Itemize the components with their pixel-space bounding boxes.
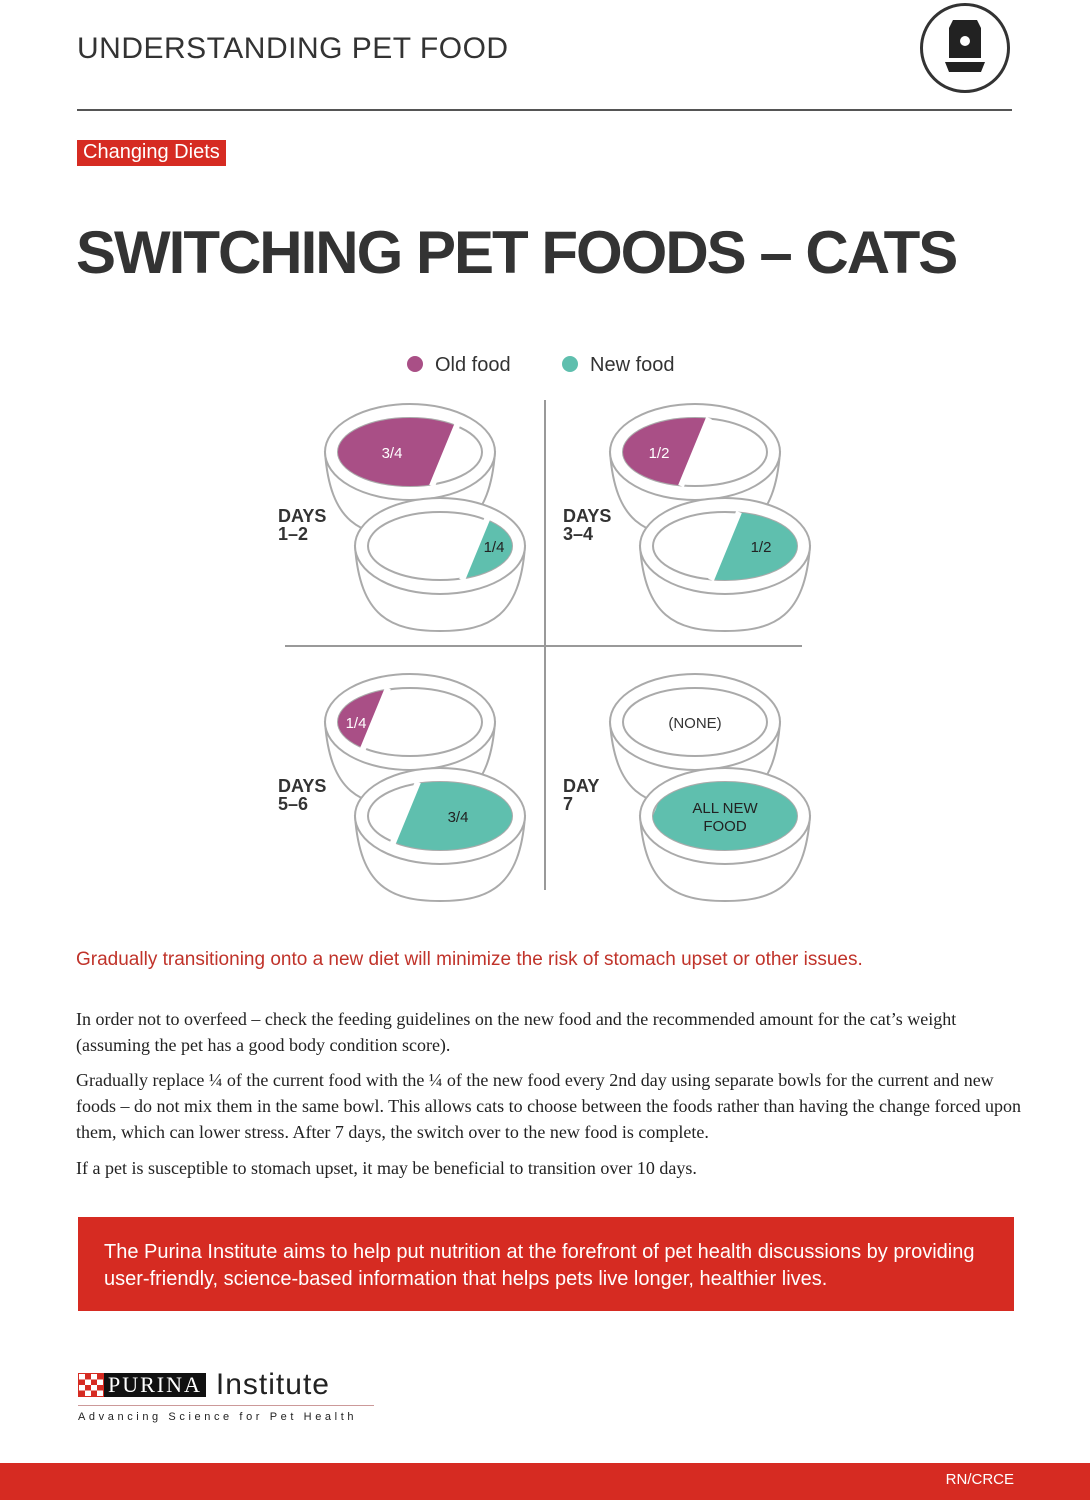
paragraph: In order not to overfeed – check the fee… xyxy=(76,1009,957,1055)
header-divider xyxy=(77,109,1012,111)
portion-gap xyxy=(459,510,493,582)
legend-dot xyxy=(407,356,423,372)
portion-gap xyxy=(678,416,712,488)
footer-bar: RN/CRCE xyxy=(0,1463,1090,1500)
portion-label: FOOD xyxy=(703,818,746,835)
portion-label: 1/2 xyxy=(751,539,772,556)
old-food-bowl: 3/4 xyxy=(323,403,497,539)
portion-gap xyxy=(429,416,463,488)
page-title: SWITCHING PET FOODS – CATS xyxy=(76,219,958,286)
portion-label: 3/4 xyxy=(448,809,469,826)
logo-name: Institute xyxy=(215,1368,330,1401)
portion-label: 1/4 xyxy=(346,715,367,732)
food-portion xyxy=(653,782,797,850)
portion-label: ALL NEW xyxy=(692,800,758,817)
bowl-inner xyxy=(622,687,768,757)
portion-label: 1/4 xyxy=(484,539,505,556)
food-portion xyxy=(390,782,512,850)
new-food-bowl: 3/4 xyxy=(353,767,527,903)
logo-brand: PURINA xyxy=(104,1373,206,1397)
category-tag: Changing Diets xyxy=(77,140,226,166)
portion-label: (NONE) xyxy=(668,715,721,732)
footer-code: RN/CRCE xyxy=(945,1471,1014,1488)
old-food-bowl: (NONE) xyxy=(608,673,782,809)
portion-label: 3/4 xyxy=(382,445,403,462)
legend-dot xyxy=(562,356,578,372)
portion-label: 1/2 xyxy=(649,445,670,462)
pet-food-bag-icon xyxy=(920,3,1010,93)
header-title: UNDERSTANDING PET FOOD xyxy=(77,32,509,65)
stage-label: 5–6 xyxy=(278,794,308,814)
stage-label: DAY xyxy=(563,776,599,796)
new-food-bowl: 1/2 xyxy=(638,497,812,633)
stage-label: DAYS xyxy=(278,776,326,796)
legend-label: Old food xyxy=(435,354,511,376)
food-portion xyxy=(338,418,460,486)
portion-gap xyxy=(387,780,421,852)
purina-institute-logo: PURINA Institute Advancing Science for P… xyxy=(78,1368,374,1423)
lead-text: Gradually transitioning onto a new diet … xyxy=(76,949,863,970)
legend-label: New food xyxy=(590,354,675,376)
old-food-bowl: 1/4 xyxy=(323,673,497,809)
portion-gap xyxy=(357,686,391,758)
stage-label: DAYS xyxy=(278,506,326,526)
paragraph: Gradually replace ¼ of the current food … xyxy=(76,1070,1021,1142)
new-food-bowl: 1/4 xyxy=(353,497,527,633)
old-food-bowl: 1/2 xyxy=(608,403,782,539)
stage-label: DAYS xyxy=(563,506,611,526)
stage-label: 7 xyxy=(563,794,573,814)
stage-label: 1–2 xyxy=(278,524,308,544)
mission-banner: The Purina Institute aims to help put nu… xyxy=(78,1217,1014,1311)
checkerboard-icon xyxy=(78,1373,104,1397)
stage-label: 3–4 xyxy=(563,524,593,544)
portion-gap xyxy=(708,510,742,582)
logo-tagline: Advancing Science for Pet Health xyxy=(78,1411,358,1423)
diet-switch-diagram: Old food New foodDAYS1–23/41/4DAYS3–41/21… xyxy=(278,354,812,903)
paragraph: If a pet is susceptible to stomach upset… xyxy=(76,1158,697,1178)
